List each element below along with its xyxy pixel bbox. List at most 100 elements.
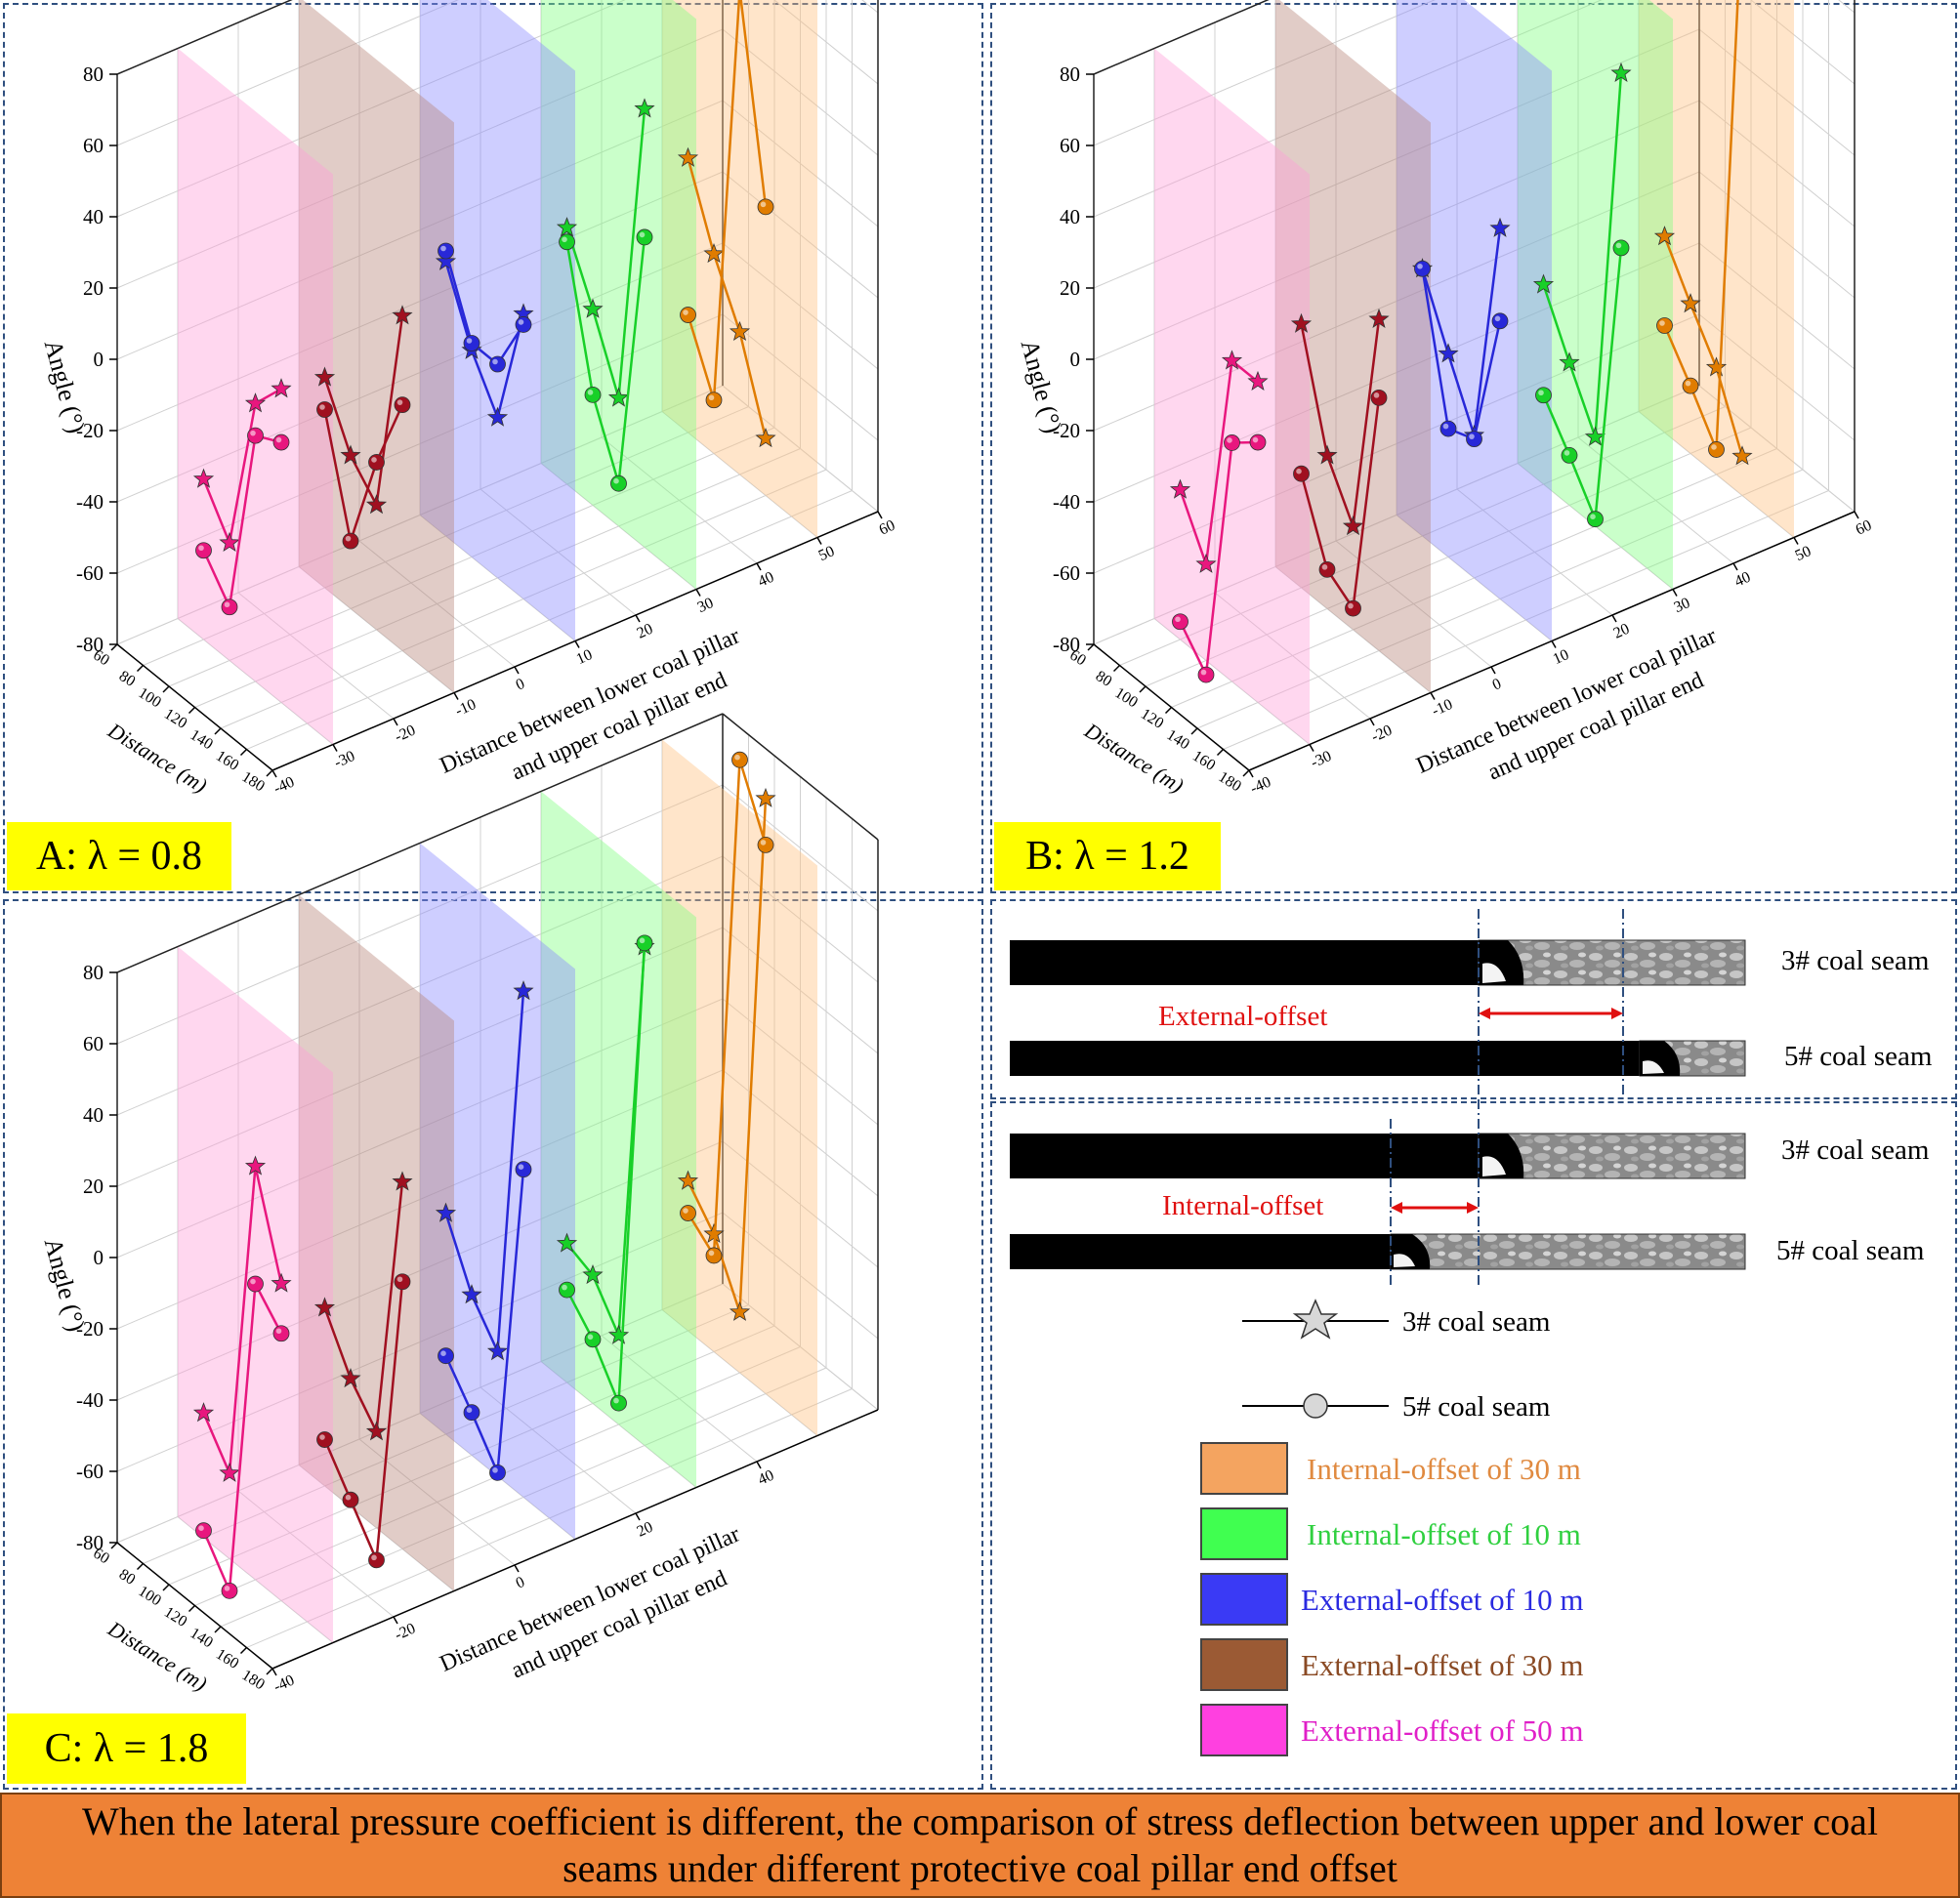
- grid-line: [1456, 488, 1613, 616]
- x-tick: [188, 706, 196, 715]
- x-tick: [214, 727, 222, 735]
- data-point-star: [677, 1170, 699, 1190]
- data-point-sphere: [680, 1205, 696, 1221]
- z-tick-label: 0: [1070, 348, 1081, 371]
- y-tick: [635, 614, 641, 623]
- z-tick-label: -20: [1053, 419, 1080, 442]
- data-point-sphere: [515, 1161, 532, 1178]
- legend-label-int10: Internal-offset of 10 m: [1307, 1517, 1581, 1551]
- x-tick-label: 160: [213, 1646, 241, 1672]
- series-line: [565, 946, 646, 1337]
- panel-a-frame: [3, 3, 983, 893]
- data-point-star: [244, 392, 267, 413]
- series-line: [202, 388, 282, 548]
- data-point-highlight: [708, 1250, 715, 1257]
- ext-seam3-label: 3# coal seam: [1781, 945, 1930, 976]
- data-point-highlight: [345, 1494, 352, 1501]
- box-edge: [1093, 0, 1270, 75]
- data-point-star: [1247, 370, 1269, 392]
- data-point-highlight: [440, 245, 446, 252]
- x-tick: [162, 1584, 170, 1591]
- data-point-highlight: [683, 1208, 688, 1214]
- data-point-sphere: [731, 751, 748, 768]
- data-point-star: [1532, 273, 1555, 294]
- data-point-star: [1680, 293, 1701, 313]
- series-line: [565, 942, 646, 1404]
- data-point-highlight: [1564, 450, 1570, 456]
- offset-plane-10: [420, 0, 575, 641]
- data-point-sphere: [1708, 441, 1725, 458]
- y-tick: [332, 744, 338, 752]
- x-tick: [239, 1646, 248, 1655]
- y-tick-label: 50: [816, 543, 838, 564]
- ext-seam5-label: 5# coal seam: [1784, 1041, 1933, 1072]
- data-point-star: [486, 1341, 509, 1361]
- x-tick: [136, 1562, 145, 1571]
- x-tick: [266, 769, 273, 777]
- data-point-star: [392, 305, 413, 325]
- data-point-star: [634, 98, 655, 118]
- y-tick-label: 40: [756, 569, 777, 591]
- data-point-star: [313, 366, 336, 387]
- data-point-star: [1489, 217, 1511, 237]
- data-point-star: [556, 1232, 578, 1253]
- x-tick: [136, 664, 145, 673]
- series-line: [1421, 268, 1502, 441]
- y-tick: [1672, 589, 1678, 597]
- legend-item-int10: Internal-offset of 10 m: [1200, 1507, 1581, 1560]
- grid-line: [722, 927, 879, 1054]
- int-seam5-label: 5# coal seam: [1776, 1235, 1925, 1266]
- chart-1-offset-planes: [1154, 0, 1794, 745]
- chart-1-z-ticks: -80 -60 -40 -20 0 20 40 60 80: [1053, 62, 1094, 656]
- data-point-sphere: [1682, 377, 1699, 394]
- chart-0-offset-planes: [178, 0, 817, 745]
- grid-line: [722, 171, 879, 299]
- data-point-highlight: [492, 358, 498, 365]
- caption-a: A: λ = 0.8: [7, 822, 231, 890]
- grid-line: [298, 1465, 455, 1591]
- data-point-highlight: [1373, 392, 1380, 398]
- series-line: [687, 157, 768, 439]
- grid-line: [1093, 242, 1700, 503]
- grid-line: [116, 1069, 724, 1330]
- y-tick-label: 60: [877, 517, 898, 539]
- data-point-highlight: [250, 1278, 256, 1285]
- z-tick-label: -80: [76, 633, 104, 656]
- offset-plane-30: [1518, 0, 1673, 590]
- offset-plane-30: [541, 0, 696, 590]
- offset-plane-50: [662, 739, 817, 1436]
- x-tick-label: 120: [1138, 706, 1166, 732]
- x-tick-label: 160: [1189, 748, 1218, 774]
- z-tick-label: 20: [1060, 276, 1080, 300]
- y-tick-label: 20: [635, 1519, 656, 1541]
- data-point-highlight: [1538, 390, 1544, 396]
- legend-label-int30: Internal-offset of 30 m: [1307, 1452, 1581, 1486]
- data-point-star: [1368, 308, 1390, 329]
- data-point-sphere: [1561, 446, 1578, 464]
- legend-swatch-ext50: [1200, 1704, 1288, 1756]
- z-tick-label: 20: [83, 1175, 104, 1198]
- series-line: [323, 1181, 404, 1436]
- data-point-sphere: [1612, 239, 1630, 257]
- data-point-highlight: [1321, 564, 1328, 570]
- x-tick: [162, 685, 170, 693]
- data-point-highlight: [562, 1284, 567, 1291]
- data-point-sphere: [342, 1491, 359, 1508]
- data-point-sphere: [1197, 666, 1215, 683]
- series-line: [202, 433, 282, 612]
- chart-2-series: [192, 751, 776, 1599]
- grid-line: [540, 1361, 697, 1488]
- data-point-highlight: [396, 1276, 403, 1283]
- int-seam3-pillar-face: [1482, 1156, 1506, 1176]
- chart-2-offset-planes: [178, 739, 817, 1643]
- legend-swatch-ext10: [1200, 1573, 1288, 1626]
- z-tick-label: 20: [83, 276, 104, 300]
- z-tick-label: 80: [83, 961, 104, 984]
- ext-seam5-pillar-face: [1643, 1060, 1664, 1074]
- grid-line: [1093, 28, 1700, 289]
- legend-label-ext10: External-offset of 10 m: [1301, 1583, 1584, 1617]
- y-tick: [1248, 769, 1254, 778]
- legend-circle-icon: [1303, 1393, 1328, 1419]
- y-tick: [514, 666, 520, 675]
